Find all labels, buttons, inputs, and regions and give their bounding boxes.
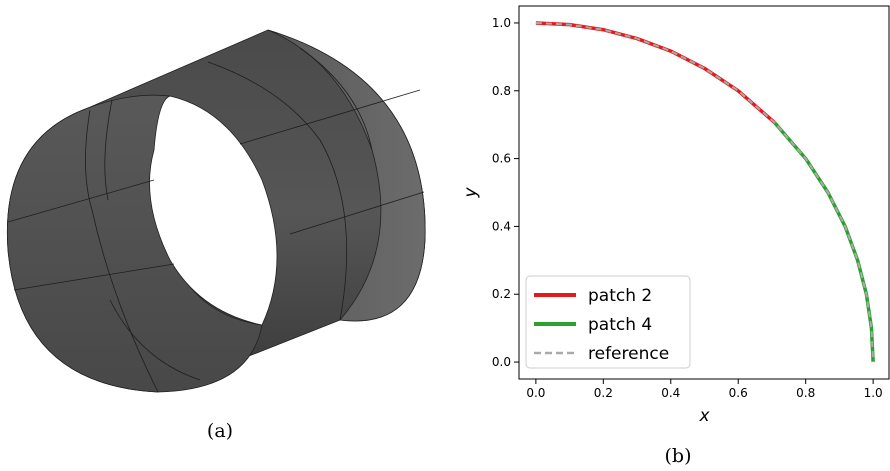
series-line-1 bbox=[772, 121, 875, 363]
cylinder-illustration bbox=[6, 29, 426, 393]
x-tick-label: 0.4 bbox=[661, 386, 680, 400]
cylinder-end-cap bbox=[267, 29, 426, 322]
y-tick-label: 1.0 bbox=[492, 16, 511, 30]
y-tick-label: 0.4 bbox=[492, 219, 511, 233]
legend-label-1: patch 4 bbox=[588, 315, 652, 335]
patch-boundaries bbox=[7, 47, 425, 393]
y-tick-label: 0.2 bbox=[492, 287, 511, 301]
y-axis: 0.0 0.2 0.4 0.6 0.8 1.0 bbox=[492, 16, 519, 369]
x-axis: 0.0 0.2 0.4 0.6 0.8 1.0 bbox=[526, 379, 883, 400]
y-tick-label: 0.0 bbox=[492, 355, 511, 369]
x-tick-label: 0.8 bbox=[796, 386, 815, 400]
x-tick-label: 1.0 bbox=[864, 386, 883, 400]
series-lines bbox=[535, 21, 875, 363]
y-axis-label: y bbox=[461, 187, 481, 199]
x-tick-label: 0.2 bbox=[594, 386, 613, 400]
legend-label-2: reference bbox=[588, 344, 669, 364]
panel-b-caption: (b) bbox=[665, 445, 692, 467]
y-tick-label: 0.6 bbox=[492, 152, 511, 166]
legend-label-0: patch 2 bbox=[588, 286, 652, 306]
plot-area bbox=[518, 5, 890, 380]
series-line-0 bbox=[535, 21, 776, 124]
panel-a-caption: (a) bbox=[207, 420, 233, 442]
cylinder-opening bbox=[149, 95, 278, 326]
x-tick-label: 0.0 bbox=[526, 386, 545, 400]
series-line-2 bbox=[535, 21, 875, 363]
x-axis-label: x bbox=[698, 406, 710, 426]
legend-box bbox=[525, 275, 691, 369]
x-tick-label: 0.6 bbox=[729, 386, 748, 400]
legend: patch 2 patch 4 reference bbox=[525, 275, 691, 369]
y-tick-label: 0.8 bbox=[492, 84, 511, 98]
chart-panel: 0.0 0.2 0.4 0.6 0.8 1.0 0.00.20.40.60.81.0 x … bbox=[461, 5, 890, 426]
